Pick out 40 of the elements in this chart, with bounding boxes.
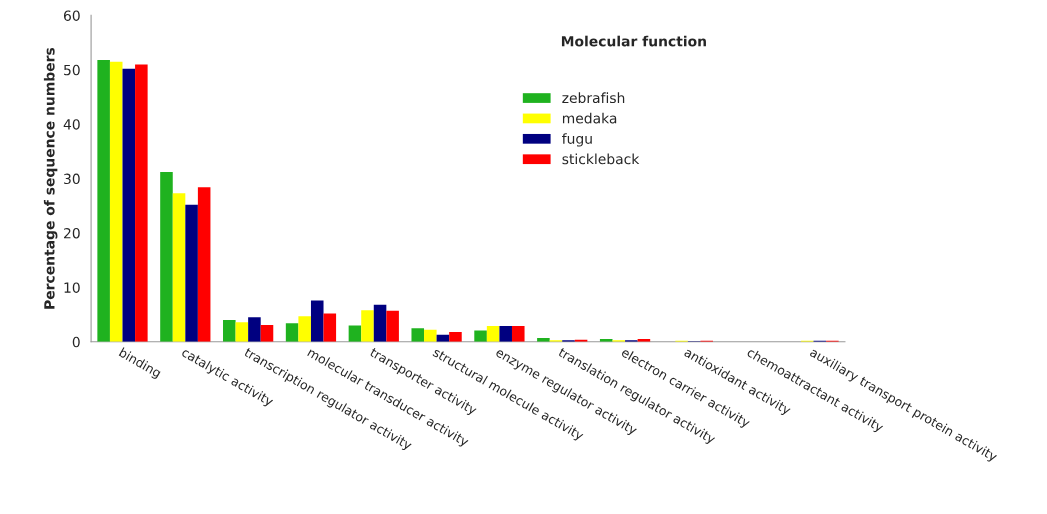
bar (323, 313, 337, 342)
y-tick-label: 40 (63, 119, 80, 130)
bar (185, 204, 198, 342)
bar (411, 328, 425, 342)
bar (486, 326, 500, 342)
y-tick-label: 10 (64, 282, 80, 293)
text: Molecular function (561, 35, 706, 47)
bar (348, 325, 362, 342)
bar (499, 326, 512, 342)
bar (248, 317, 261, 342)
bar (197, 187, 211, 342)
bar (235, 322, 249, 342)
legend-label: fugu (562, 133, 592, 147)
bar (474, 330, 487, 342)
bar (310, 300, 324, 342)
legend-label: medaka (562, 112, 617, 124)
bar (260, 324, 274, 342)
bar (223, 320, 236, 342)
y-tick-label: 20 (64, 227, 80, 239)
y-axis-title: Percentage of sequence numbers (43, 47, 58, 309)
bar (285, 323, 299, 342)
bar (97, 60, 110, 342)
legend-label: zebrafish (562, 92, 625, 104)
bar (160, 172, 173, 342)
legend-label: stickleback (562, 153, 640, 165)
bar (172, 193, 186, 342)
bar (511, 326, 525, 342)
y-tick-label: 30 (64, 173, 80, 185)
y-tick-label: 60 (63, 10, 80, 21)
bar (122, 68, 136, 342)
bar (373, 304, 387, 342)
bar (386, 310, 399, 342)
bar (298, 316, 311, 342)
bar (361, 310, 374, 342)
bar (109, 61, 123, 342)
y-tick-label: 0 (72, 336, 80, 348)
bar (424, 329, 437, 342)
bar (135, 64, 148, 342)
y-tick-label: 50 (64, 64, 80, 76)
bar (449, 332, 462, 342)
